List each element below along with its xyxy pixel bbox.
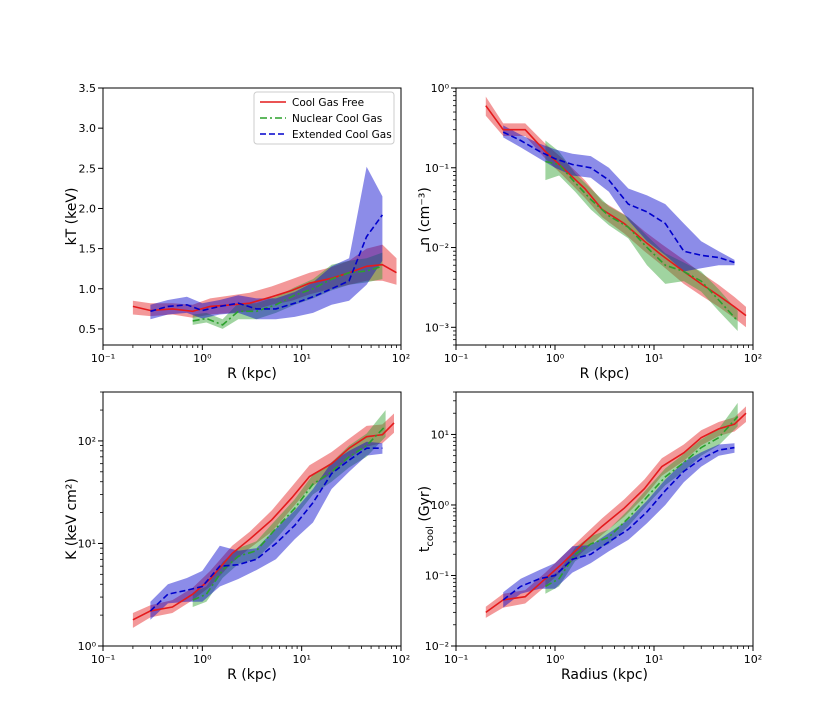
x-tick-label: 10⁻¹: [91, 653, 115, 666]
x-tick-label: 10¹: [645, 352, 663, 365]
x-tick-label: 10¹: [292, 653, 310, 666]
line-extended-cool-gas: [502, 446, 735, 601]
line-nuclear-cool-gas: [545, 160, 739, 322]
line-nuclear-cool-gas: [192, 425, 387, 601]
line-cool-gas-free: [132, 422, 395, 621]
y-axis-label: kT (keV): [64, 188, 80, 246]
band-extended-cool-gas: [503, 443, 735, 608]
x-axis-label: R (kpc): [580, 366, 630, 382]
axes-frame: [455, 391, 754, 647]
x-axis-label: Radius (kpc): [561, 667, 648, 683]
y-tick-label: 10⁻²: [425, 640, 449, 653]
x-tick-label: 10⁰: [546, 653, 565, 666]
y-tick-label: 10⁰: [78, 640, 97, 653]
axes-frame: [102, 87, 402, 346]
y-axis-label: tcool (Gyr): [417, 486, 436, 552]
y-tick-label: 2.5: [79, 162, 97, 175]
panel-kT: 10⁻¹ 10⁰ 10¹ 10² 0.5 1.0 1.5 2.0 2.5 3.0 3.5 R (kpc…: [64, 82, 410, 382]
x-tick-label: 10⁰: [193, 352, 212, 365]
legend-label-extended-cool-gas: Extended Cool Gas: [292, 129, 392, 141]
line-extended-cool-gas: [150, 214, 384, 313]
band-extended-cool-gas: [150, 166, 383, 320]
x-tick-label: 10⁰: [546, 352, 565, 365]
y-axis-label: n (cm⁻³): [417, 187, 433, 246]
band-extended-cool-gas: [150, 441, 383, 620]
x-axis-label: R (kpc): [227, 366, 277, 382]
band-extended-cool-gas: [503, 125, 735, 272]
panel-density: 10⁻¹ 10⁰ 10¹ 10² 10⁻³ 10⁻² 10⁻¹ 10⁰ R (kpc) n (cm…: [417, 82, 762, 382]
band-nuclear-cool-gas: [192, 252, 383, 329]
band-nuclear-cool-gas: [545, 402, 738, 594]
plot-area: [132, 166, 397, 329]
x-tick-label: 10²: [744, 653, 762, 666]
y-tick-label: 10⁻¹: [425, 162, 449, 175]
x-tick-label: 10⁻¹: [444, 653, 468, 666]
y-tick-label: 0.5: [79, 323, 97, 336]
y-tick-label: 10²: [78, 435, 96, 448]
x-tick-label: 10²: [392, 352, 410, 365]
x-tick-label: 10²: [392, 653, 410, 666]
band-cool-gas-free: [485, 406, 746, 618]
y-tick-label: 10¹: [431, 428, 449, 441]
x-axis-label: R (kpc): [227, 667, 277, 683]
y-tick-label: 10⁰: [431, 499, 450, 512]
legend-label-nuclear-cool-gas: Nuclear Cool Gas: [292, 113, 382, 125]
y-tick-label: 2.0: [79, 202, 97, 215]
line-cool-gas-free: [485, 105, 747, 317]
line-nuclear-cool-gas: [192, 265, 383, 326]
x-tick-label: 10¹: [292, 352, 310, 365]
legend-box: [253, 91, 395, 145]
y-tick-label: 10⁻¹: [425, 569, 449, 582]
y-tick-label: 1.5: [79, 243, 97, 256]
y-tick-label: 1.0: [79, 283, 97, 296]
y-tick-label: 10⁰: [431, 82, 450, 95]
axes-frame: [455, 87, 754, 346]
legend-label-cool-gas-free: Cool Gas Free: [292, 97, 364, 109]
plot-area: [485, 96, 747, 331]
legend: Cool Gas Free Nuclear Cool Gas Extended Co…: [253, 91, 395, 145]
band-cool-gas-free: [132, 413, 394, 628]
y-tick-label: 3.0: [79, 122, 97, 135]
plot-area: [132, 410, 395, 628]
x-tick-label: 10⁻¹: [91, 352, 115, 365]
x-tick-label: 10⁻¹: [444, 352, 468, 365]
y-tick-label: 3.5: [79, 82, 97, 95]
x-tick-label: 10⁰: [193, 653, 212, 666]
line-extended-cool-gas: [149, 447, 383, 612]
line-cool-gas-free: [485, 412, 747, 614]
plot-area: [485, 402, 747, 618]
y-tick-label: 10¹: [78, 537, 96, 550]
band-nuclear-cool-gas: [545, 140, 738, 331]
axes-frame: [102, 391, 402, 647]
line-extended-cool-gas: [502, 131, 735, 264]
line-cool-gas-free: [132, 263, 397, 313]
y-axis-label: K (keV cm²): [64, 478, 80, 560]
x-tick-label: 10²: [744, 352, 762, 365]
y-tick-label: 10⁻³: [425, 321, 449, 334]
y-tick-label: 10⁻²: [425, 242, 449, 255]
x-tick-label: 10¹: [645, 653, 663, 666]
